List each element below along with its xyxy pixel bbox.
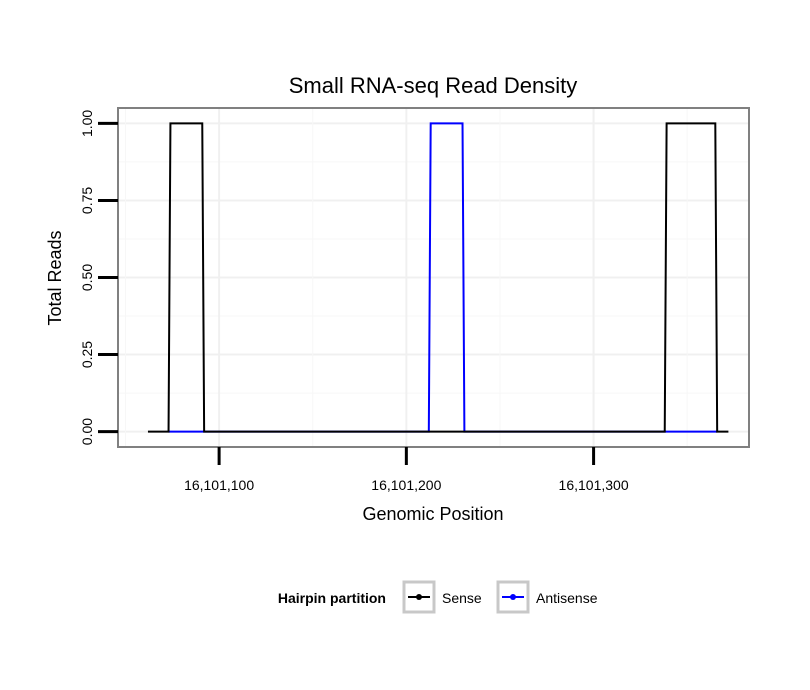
gridlines: [118, 108, 749, 447]
legend: Hairpin partition Sense Antisense: [278, 580, 598, 614]
chart-title: Small RNA-seq Read Density: [289, 73, 578, 98]
legend-key-point: [416, 594, 422, 600]
y-axis-label: Total Reads: [45, 230, 65, 325]
x-tick-label: 16,101,200: [371, 477, 441, 493]
legend-label: Sense: [442, 590, 482, 606]
y-tick-label: 0.25: [79, 341, 95, 368]
series-line-antisense: [168, 122, 718, 433]
legend-key-point: [510, 594, 516, 600]
y-tick-label: 0.50: [79, 264, 95, 291]
x-tick-label: 16,101,100: [184, 477, 254, 493]
series-lines: [147, 122, 729, 433]
legend-title: Hairpin partition: [278, 590, 386, 606]
legend-item-antisense: Antisense: [496, 580, 598, 614]
x-axis: 16,101,100 16,101,200 16,101,300: [184, 447, 629, 493]
x-tick-label: 16,101,300: [559, 477, 629, 493]
legend-label: Antisense: [536, 590, 598, 606]
y-tick-label: 1.00: [79, 110, 95, 137]
legend-item-sense: Sense: [402, 580, 482, 614]
y-tick-label: 0.75: [79, 187, 95, 214]
series-line-sense: [147, 122, 729, 433]
legend-items: Sense Antisense: [402, 580, 598, 614]
x-axis-label: Genomic Position: [362, 504, 503, 524]
y-tick-label: 0.00: [79, 418, 95, 445]
y-axis: 0.00 0.25 0.50 0.75 1.00: [79, 110, 118, 445]
